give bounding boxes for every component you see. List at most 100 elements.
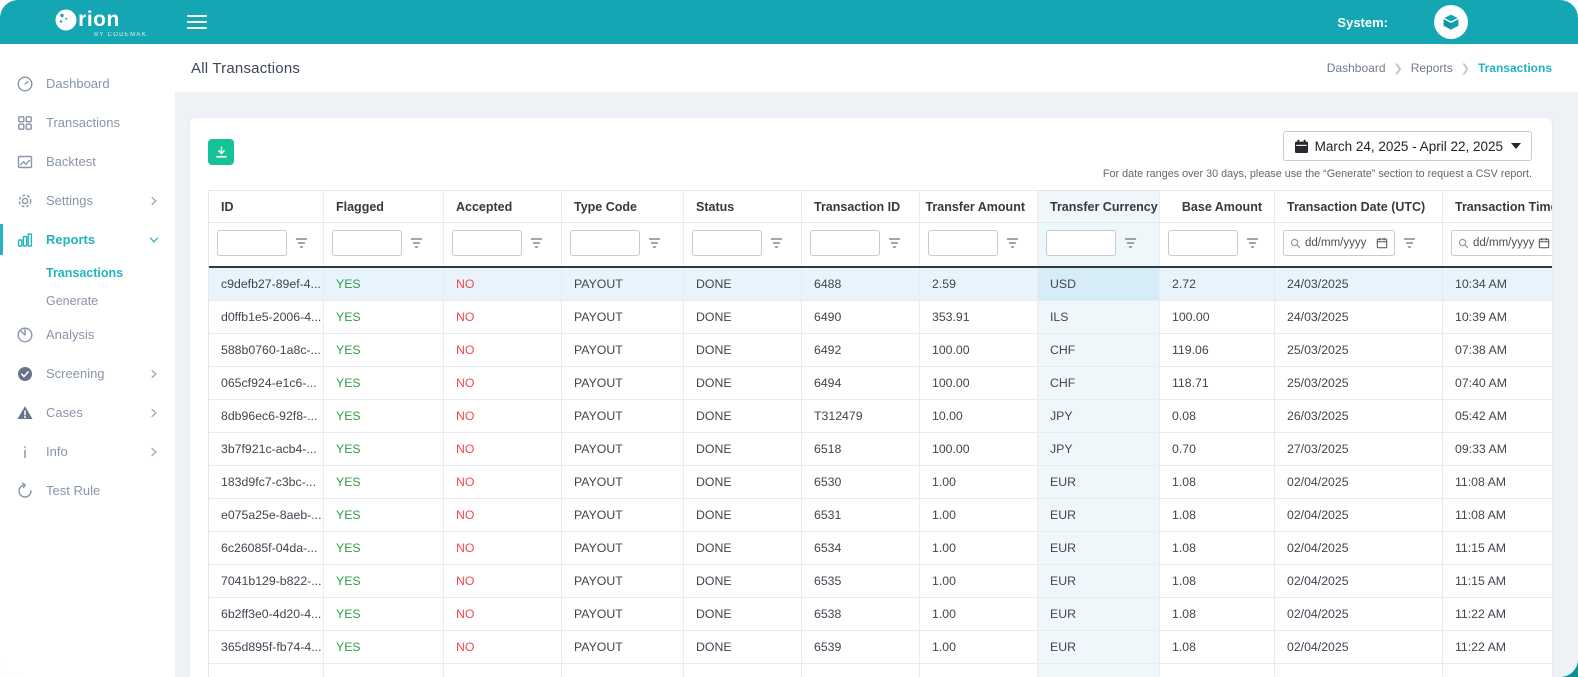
column-header-transaction-date[interactable]: Transaction Date (UTC) <box>1275 191 1443 222</box>
date-filter-input-transaction-date[interactable]: dd/mm/yyyy <box>1283 230 1395 256</box>
column-header-transfer-currency[interactable]: Transfer Currency <box>1038 191 1160 222</box>
filter-input-type-code[interactable] <box>570 230 640 256</box>
cell-transfer-currency: USD <box>1038 268 1160 300</box>
cell-flagged: YES <box>324 400 444 432</box>
system-app-badge[interactable] <box>1434 5 1468 39</box>
cell-type-code: PAYOUT <box>562 400 684 432</box>
table-row[interactable] <box>209 664 1552 677</box>
sidebar-item-settings[interactable]: Settings <box>0 181 175 220</box>
date-filter-input-transaction-time[interactable]: dd/mm/yyyy <box>1451 230 1552 256</box>
cell-transfer-currency: CHF <box>1038 367 1160 399</box>
cell-transfer-amount: 1.00 <box>920 631 1038 663</box>
filter-menu-icon[interactable] <box>648 237 661 249</box>
cell-transaction-id: 6492 <box>802 334 920 366</box>
sidebar-item-info[interactable]: Info <box>0 432 175 471</box>
cell-transfer-amount: 353.91 <box>920 301 1038 333</box>
sidebar-item-transactions[interactable]: Transactions <box>0 103 175 142</box>
cell-transaction-time: 11:08 AM <box>1443 499 1552 531</box>
filter-input-flagged[interactable] <box>332 230 402 256</box>
download-button[interactable] <box>208 139 234 165</box>
filter-input-transfer-amount[interactable] <box>928 230 998 256</box>
cell-transfer-amount: 100.00 <box>920 334 1038 366</box>
menu-icon[interactable] <box>187 15 207 29</box>
sidebar-item-reports[interactable]: Reports <box>0 220 175 259</box>
cell-accepted: NO <box>444 532 562 564</box>
filter-input-base-amount[interactable] <box>1168 230 1238 256</box>
filter-menu-icon[interactable] <box>295 237 308 249</box>
sidebar-item-backtest[interactable]: Backtest <box>0 142 175 181</box>
calendar-icon[interactable] <box>1538 237 1550 249</box>
cell-flagged: YES <box>324 433 444 465</box>
table-row[interactable]: 6b2ff3e0-4d20-4... YES NO PAYOUT DONE 6538 1.0… <box>209 598 1552 631</box>
grid-icon <box>16 114 34 132</box>
filter-cell-transaction-id <box>802 223 920 266</box>
page-title: All Transactions <box>191 59 301 77</box>
sidebar-item-analysis[interactable]: Analysis <box>0 315 175 354</box>
column-header-id[interactable]: ID <box>209 191 324 222</box>
sidebar-item-test-rule[interactable]: Test Rule <box>0 471 175 510</box>
table-row[interactable]: 3b7f921c-acb4-... YES NO PAYOUT DONE 6518 100.… <box>209 433 1552 466</box>
filter-menu-icon[interactable] <box>770 237 783 249</box>
cell-id: 588b0760-1a8c-... <box>209 334 324 366</box>
cell-status: DONE <box>684 301 802 333</box>
breadcrumb-dashboard[interactable]: Dashboard <box>1326 61 1386 75</box>
table-row[interactable]: e075a25e-8aeb-... YES NO PAYOUT DONE 6531 1.00… <box>209 499 1552 532</box>
filter-input-transfer-currency[interactable] <box>1046 230 1116 256</box>
cell-transaction-time: 05:42 AM <box>1443 400 1552 432</box>
sidebar-subitem-generate[interactable]: Generate <box>46 294 99 308</box>
filter-menu-icon[interactable] <box>410 237 423 249</box>
cell-accepted: NO <box>444 367 562 399</box>
breadcrumb-reports[interactable]: Reports <box>1410 61 1453 75</box>
cell-id: d0ffb1e5-2006-4... <box>209 301 324 333</box>
cell-transfer-currency: EUR <box>1038 499 1160 531</box>
table-row[interactable]: 183d9fc7-c3bc-... YES NO PAYOUT DONE 6530 1.00… <box>209 466 1552 499</box>
filter-menu-icon[interactable] <box>1403 237 1416 249</box>
cell-transaction-date <box>1275 664 1443 677</box>
cell-status: DONE <box>684 400 802 432</box>
filter-menu-icon[interactable] <box>888 237 901 249</box>
filter-cell-transfer-currency <box>1038 223 1160 266</box>
column-header-transfer-amount[interactable]: Transfer Amount <box>920 191 1038 222</box>
table-row[interactable]: 7041b129-b822-... YES NO PAYOUT DONE 6535 1.00… <box>209 565 1552 598</box>
filter-input-status[interactable] <box>692 230 762 256</box>
table-row[interactable]: d0ffb1e5-2006-4... YES NO PAYOUT DONE 6490 353… <box>209 301 1552 334</box>
breadcrumb-transactions[interactable]: Transactions <box>1477 61 1552 75</box>
filter-menu-icon[interactable] <box>530 237 543 249</box>
sidebar-item-label: Reports <box>46 232 96 247</box>
column-header-flagged[interactable]: Flagged <box>324 191 444 222</box>
filter-input-transaction-id[interactable] <box>810 230 880 256</box>
cell-flagged: YES <box>324 466 444 498</box>
table-row[interactable]: 588b0760-1a8c-... YES NO PAYOUT DONE 6492 100.… <box>209 334 1552 367</box>
table-row[interactable]: 365d895f-fb74-4... YES NO PAYOUT DONE 6539 1.0… <box>209 631 1552 664</box>
calendar-icon[interactable] <box>1376 237 1388 249</box>
table-row[interactable]: 065cf924-e1c6-... YES NO PAYOUT DONE 6494 100.… <box>209 367 1552 400</box>
column-header-base-amount[interactable]: Base Amount <box>1160 191 1275 222</box>
filter-menu-icon[interactable] <box>1006 237 1019 249</box>
filter-menu-icon[interactable] <box>1246 237 1259 249</box>
calendar-icon <box>1294 139 1309 154</box>
column-header-transaction-time[interactable]: Transaction Time (UTC) <box>1443 191 1552 222</box>
filter-input-accepted[interactable] <box>452 230 522 256</box>
column-header-type-code[interactable]: Type Code <box>562 191 684 222</box>
filter-input-id[interactable] <box>217 230 287 256</box>
brand-logo[interactable]: rion by CODEMAK <box>0 0 175 44</box>
table-row[interactable]: 8db96ec6-92f8-... YES NO PAYOUT DONE T312479 1… <box>209 400 1552 433</box>
column-header-transaction-id[interactable]: Transaction ID <box>802 191 920 222</box>
table-row[interactable]: 6c26085f-04da-... YES NO PAYOUT DONE 6534 1.00… <box>209 532 1552 565</box>
refresh-icon <box>16 482 34 500</box>
column-header-status[interactable]: Status <box>684 191 802 222</box>
filter-menu-icon[interactable] <box>1124 237 1137 249</box>
cell-transfer-amount: 10.00 <box>920 400 1038 432</box>
filter-cell-status <box>684 223 802 266</box>
cell-transaction-date: 02/04/2025 <box>1275 466 1443 498</box>
date-range-select[interactable]: March 24, 2025 - April 22, 2025 <box>1282 131 1532 161</box>
cell-id: 3b7f921c-acb4-... <box>209 433 324 465</box>
sidebar-subitem-transactions[interactable]: Transactions <box>46 266 124 280</box>
sidebar-item-dashboard[interactable]: Dashboard <box>0 64 175 103</box>
table-row[interactable]: c9defb27-89ef-4... YES NO PAYOUT DONE 6488 2.5… <box>209 268 1552 301</box>
sidebar-item-cases[interactable]: Cases <box>0 393 175 432</box>
pie-chart-icon <box>16 326 34 344</box>
cell-transfer-currency: EUR <box>1038 565 1160 597</box>
column-header-accepted[interactable]: Accepted <box>444 191 562 222</box>
sidebar-item-screening[interactable]: Screening <box>0 354 175 393</box>
